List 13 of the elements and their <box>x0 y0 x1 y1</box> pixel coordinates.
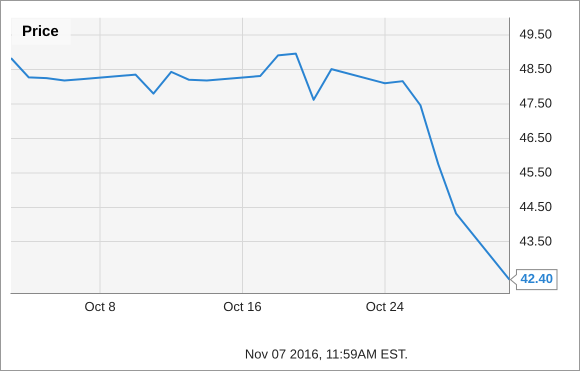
y-tick-label: 45.50 <box>519 164 552 180</box>
chart-title: Price <box>22 22 59 40</box>
x-tick-label: Oct 8 <box>84 298 116 314</box>
x-tick-label: Oct 16 <box>223 298 262 314</box>
y-tick-label: 43.50 <box>519 233 552 248</box>
y-tick-label: 46.50 <box>519 130 552 145</box>
x-tick-label: Oct 24 <box>366 298 404 314</box>
y-tick-label: 48.50 <box>519 61 552 76</box>
y-tick-label: 44.50 <box>519 198 552 214</box>
text: Nov 07 2016, 11:59AM EST. <box>244 346 408 362</box>
data-label: 42.40 <box>520 271 554 286</box>
y-tick-label: 47.50 <box>519 96 552 111</box>
y-tick-label: 49.50 <box>519 26 552 42</box>
